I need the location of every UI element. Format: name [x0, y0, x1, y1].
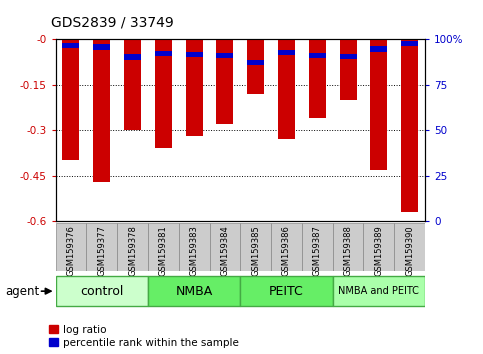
- Text: GSM159384: GSM159384: [220, 225, 229, 276]
- Bar: [124, 55, 141, 60]
- Bar: [340, 39, 356, 100]
- Bar: [117, 223, 148, 271]
- Bar: [155, 39, 172, 148]
- Bar: [309, 39, 326, 118]
- Text: NMBA and PEITC: NMBA and PEITC: [339, 286, 419, 296]
- Bar: [148, 276, 241, 306]
- Text: agent: agent: [5, 285, 39, 298]
- Bar: [247, 39, 264, 93]
- Bar: [179, 223, 210, 271]
- Bar: [56, 223, 86, 271]
- Text: GSM159377: GSM159377: [97, 225, 106, 276]
- Text: GSM159385: GSM159385: [251, 225, 260, 276]
- Bar: [93, 44, 110, 50]
- Bar: [86, 223, 117, 271]
- Bar: [56, 276, 148, 306]
- Text: GSM159378: GSM159378: [128, 225, 137, 276]
- Bar: [401, 39, 418, 212]
- Text: GSM159389: GSM159389: [374, 225, 384, 276]
- Bar: [210, 223, 240, 271]
- Bar: [240, 223, 271, 271]
- Bar: [340, 53, 356, 59]
- Text: GSM159383: GSM159383: [190, 225, 199, 276]
- Text: control: control: [80, 285, 124, 298]
- Bar: [271, 223, 302, 271]
- Bar: [240, 276, 333, 306]
- Bar: [278, 39, 295, 139]
- Bar: [394, 223, 425, 271]
- Bar: [185, 39, 202, 136]
- Bar: [148, 223, 179, 271]
- Bar: [364, 223, 394, 271]
- Bar: [309, 53, 326, 58]
- Bar: [62, 39, 79, 160]
- Bar: [247, 60, 264, 65]
- Legend: log ratio, percentile rank within the sample: log ratio, percentile rank within the sa…: [49, 325, 239, 348]
- Bar: [124, 39, 141, 130]
- Bar: [185, 52, 202, 57]
- Text: GSM159376: GSM159376: [67, 225, 75, 276]
- Bar: [62, 42, 79, 48]
- Bar: [278, 50, 295, 55]
- Bar: [370, 46, 387, 52]
- Bar: [333, 223, 364, 271]
- Bar: [93, 39, 110, 182]
- Bar: [333, 276, 425, 306]
- Text: GDS2839 / 33749: GDS2839 / 33749: [51, 16, 173, 30]
- Bar: [216, 53, 233, 58]
- Bar: [370, 39, 387, 170]
- Text: GSM159387: GSM159387: [313, 225, 322, 276]
- Text: GSM159381: GSM159381: [159, 225, 168, 276]
- Bar: [401, 41, 418, 46]
- Text: GSM159386: GSM159386: [282, 225, 291, 276]
- Bar: [216, 39, 233, 124]
- Text: PEITC: PEITC: [269, 285, 304, 298]
- Text: GSM159388: GSM159388: [343, 225, 353, 276]
- Text: NMBA: NMBA: [175, 285, 213, 298]
- Text: GSM159390: GSM159390: [405, 225, 414, 276]
- Bar: [302, 223, 333, 271]
- Bar: [155, 51, 172, 56]
